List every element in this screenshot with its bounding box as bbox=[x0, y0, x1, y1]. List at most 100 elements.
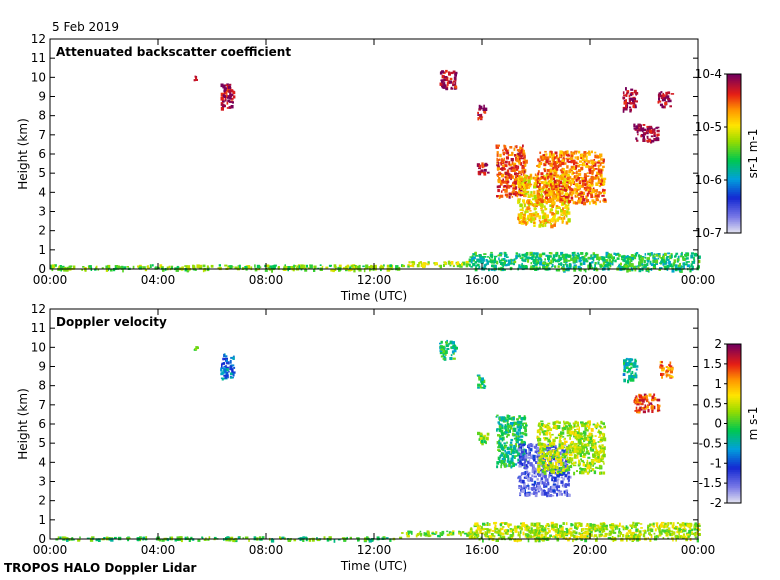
data-cell bbox=[558, 216, 561, 219]
data-cell bbox=[529, 448, 533, 452]
data-cell bbox=[509, 523, 512, 526]
data-cell bbox=[427, 534, 431, 538]
data-cell bbox=[557, 480, 559, 485]
data-cell bbox=[653, 264, 656, 267]
data-cell bbox=[411, 261, 415, 264]
data-cell bbox=[560, 445, 564, 450]
data-cell bbox=[407, 264, 410, 268]
data-cell bbox=[667, 100, 670, 103]
data-cell bbox=[511, 196, 514, 198]
data-cell bbox=[583, 440, 585, 443]
data-cell bbox=[225, 90, 228, 94]
data-cell bbox=[207, 538, 210, 541]
data-cell bbox=[426, 530, 429, 534]
data-cell bbox=[589, 441, 592, 444]
data-cell bbox=[577, 172, 582, 176]
data-cell bbox=[509, 146, 513, 149]
data-cell bbox=[584, 530, 587, 533]
data-cell bbox=[224, 376, 227, 379]
data-cell bbox=[691, 265, 694, 269]
data-cell bbox=[513, 424, 516, 427]
data-cell bbox=[587, 452, 590, 455]
data-cell bbox=[619, 522, 621, 527]
data-cell bbox=[500, 190, 503, 193]
data-cell bbox=[515, 252, 518, 255]
data-cell bbox=[488, 531, 491, 534]
data-cell bbox=[684, 263, 688, 266]
data-cell bbox=[564, 189, 568, 192]
data-cell bbox=[499, 182, 503, 186]
data-cell bbox=[558, 491, 561, 496]
data-cell bbox=[518, 526, 522, 530]
data-cell bbox=[543, 430, 547, 433]
data-cell bbox=[520, 435, 524, 438]
data-cell bbox=[534, 528, 538, 533]
data-cell bbox=[226, 107, 229, 109]
data-cell bbox=[556, 524, 558, 528]
data-cell bbox=[497, 254, 499, 257]
data-cell bbox=[572, 159, 576, 163]
data-cell bbox=[228, 267, 232, 269]
colorbar-step bbox=[727, 167, 741, 170]
data-cell bbox=[564, 175, 566, 178]
data-cell bbox=[627, 265, 631, 268]
data-cell bbox=[599, 438, 603, 442]
data-cell bbox=[541, 534, 544, 538]
data-cell bbox=[67, 538, 71, 541]
data-cell bbox=[539, 151, 542, 154]
data-cell bbox=[511, 454, 515, 459]
data-cell bbox=[568, 479, 570, 482]
data-cell bbox=[583, 268, 586, 272]
data-cell bbox=[599, 182, 602, 186]
data-cell bbox=[565, 221, 569, 225]
data-cell bbox=[534, 178, 538, 182]
data-cell bbox=[498, 423, 501, 426]
data-cell bbox=[557, 265, 560, 268]
data-cell bbox=[574, 444, 576, 447]
data-cell bbox=[559, 150, 563, 155]
data-cell bbox=[551, 155, 555, 159]
data-cell bbox=[520, 150, 523, 154]
data-cell bbox=[113, 268, 116, 272]
data-cell bbox=[628, 263, 632, 268]
data-cell bbox=[470, 527, 473, 531]
data-cell bbox=[590, 459, 595, 461]
data-cell bbox=[555, 533, 559, 536]
colorbar-step bbox=[727, 137, 741, 141]
data-cell bbox=[618, 265, 622, 268]
data-cell bbox=[553, 483, 556, 486]
data-cell bbox=[586, 199, 590, 203]
data-cell bbox=[652, 259, 655, 263]
data-cell bbox=[524, 422, 527, 425]
data-cell bbox=[507, 446, 510, 450]
data-cell bbox=[626, 538, 628, 542]
data-cell bbox=[484, 531, 488, 534]
data-cell bbox=[443, 78, 446, 82]
data-cell bbox=[577, 424, 580, 427]
data-cell bbox=[558, 184, 561, 188]
data-cell bbox=[609, 532, 613, 535]
data-cell bbox=[553, 184, 556, 188]
data-cell bbox=[440, 355, 445, 358]
data-cell bbox=[527, 256, 530, 260]
data-cell bbox=[607, 256, 611, 259]
data-cell bbox=[547, 488, 551, 492]
data-cell bbox=[688, 533, 691, 537]
data-cell bbox=[643, 529, 647, 533]
data-cell bbox=[554, 185, 558, 189]
data-cell bbox=[629, 258, 631, 261]
data-cell bbox=[603, 199, 607, 203]
data-cell bbox=[643, 128, 646, 131]
data-cell bbox=[545, 207, 548, 211]
colorbar-step bbox=[727, 229, 741, 232]
data-cell bbox=[524, 176, 528, 180]
data-cell bbox=[538, 186, 542, 189]
data-cell bbox=[553, 470, 555, 474]
colorbar-step bbox=[727, 89, 741, 93]
data-cell bbox=[602, 177, 607, 180]
data-cell bbox=[567, 483, 569, 486]
data-cell bbox=[264, 264, 267, 268]
data-cell bbox=[566, 472, 570, 475]
data-cell bbox=[568, 425, 571, 428]
data-cell bbox=[558, 443, 561, 447]
